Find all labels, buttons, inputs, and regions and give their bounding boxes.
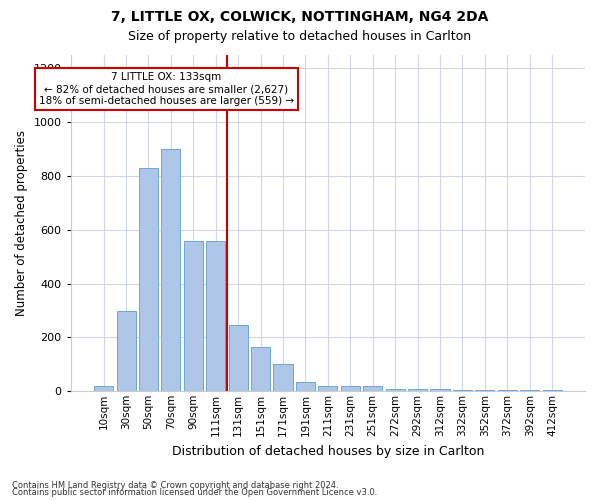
Text: 7, LITTLE OX, COLWICK, NOTTINGHAM, NG4 2DA: 7, LITTLE OX, COLWICK, NOTTINGHAM, NG4 2…: [112, 10, 488, 24]
Bar: [408, 388, 427, 392]
Bar: [475, 390, 494, 392]
Bar: [319, 386, 337, 392]
Bar: [430, 390, 449, 392]
Bar: [94, 386, 113, 392]
Bar: [139, 168, 158, 392]
Bar: [386, 388, 404, 392]
Bar: [274, 364, 293, 392]
Bar: [341, 386, 360, 392]
Text: Contains public sector information licensed under the Open Government Licence v3: Contains public sector information licen…: [12, 488, 377, 497]
Text: Contains HM Land Registry data © Crown copyright and database right 2024.: Contains HM Land Registry data © Crown c…: [12, 480, 338, 490]
Bar: [116, 310, 136, 392]
Bar: [161, 149, 181, 392]
Bar: [363, 386, 382, 392]
Bar: [184, 240, 203, 392]
Text: Size of property relative to detached houses in Carlton: Size of property relative to detached ho…: [128, 30, 472, 43]
X-axis label: Distribution of detached houses by size in Carlton: Distribution of detached houses by size …: [172, 444, 484, 458]
Bar: [296, 382, 315, 392]
Bar: [453, 390, 472, 392]
Bar: [206, 240, 225, 392]
Bar: [542, 390, 562, 392]
Y-axis label: Number of detached properties: Number of detached properties: [15, 130, 28, 316]
Bar: [520, 390, 539, 392]
Bar: [498, 390, 517, 392]
Text: 7 LITTLE OX: 133sqm
← 82% of detached houses are smaller (2,627)
18% of semi-det: 7 LITTLE OX: 133sqm ← 82% of detached ho…: [39, 72, 294, 106]
Bar: [229, 326, 248, 392]
Bar: [251, 347, 270, 392]
